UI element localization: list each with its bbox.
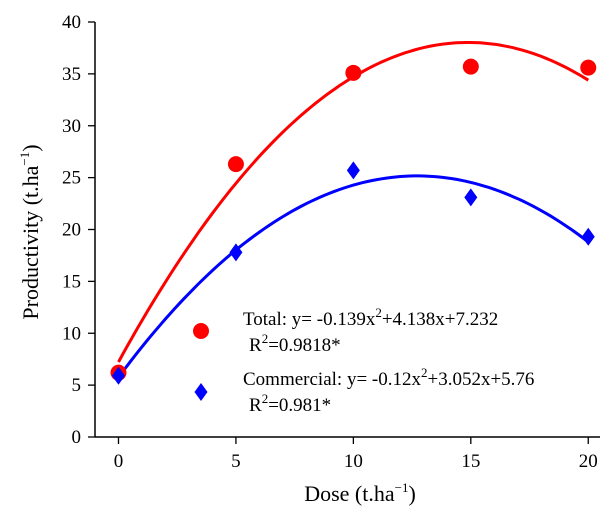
legend: Total: y= -0.139x2+4.138x+7.232R2=0.9818… xyxy=(193,305,534,416)
total-point xyxy=(580,59,597,76)
data-points xyxy=(110,58,597,385)
y-tick-label: 5 xyxy=(72,375,82,396)
x-tick-label: 10 xyxy=(344,451,363,472)
commercial-legend-marker xyxy=(194,383,208,401)
commercial-point xyxy=(581,227,595,246)
total-legend-equation: Total: y= -0.139x2+4.138x+7.232 xyxy=(243,305,498,330)
y-tick-label: 20 xyxy=(62,220,81,241)
x-tick-label: 0 xyxy=(114,451,124,472)
y-tick-label: 10 xyxy=(62,323,81,344)
total-point xyxy=(462,58,479,75)
commercial-point xyxy=(111,366,125,385)
total-point xyxy=(227,156,244,173)
commercial-legend-r2: R2=0.981* xyxy=(249,391,331,416)
total-legend-marker xyxy=(193,323,209,339)
x-tick-label: 5 xyxy=(231,451,241,472)
y-axis-title: Productivity (t.ha−1) xyxy=(17,144,43,319)
commercial-fit-curve xyxy=(117,174,590,379)
commercial-point xyxy=(464,188,478,207)
y-tick-label: 35 xyxy=(62,64,81,85)
commercial-legend-equation: Commercial: y= -0.12x2+3.052x+5.76 xyxy=(243,365,534,390)
y-tick-label: 40 xyxy=(62,12,81,33)
x-axis-title: Dose (t.ha−1) xyxy=(304,480,416,506)
x-tick-label: 20 xyxy=(579,451,598,472)
total-point xyxy=(345,64,362,81)
axes: 0 5 10 15 20 25 30 35 40 0 5 10 15 20 xyxy=(62,12,600,472)
commercial-point xyxy=(229,243,243,262)
y-tick-label: 0 xyxy=(72,427,82,448)
x-tick-label: 15 xyxy=(461,451,480,472)
y-tick-label: 15 xyxy=(62,271,81,292)
y-tick-label: 25 xyxy=(62,168,81,189)
y-tick-label: 30 xyxy=(62,116,81,137)
total-legend-r2: R2=0.9818* xyxy=(249,331,341,356)
commercial-point xyxy=(346,161,360,180)
